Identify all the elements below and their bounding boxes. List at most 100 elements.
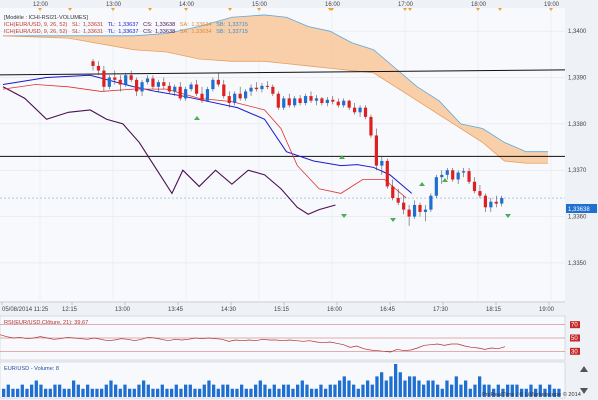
candle: [194, 79, 199, 97]
candle: [91, 58, 95, 71]
volume-bar: [478, 376, 482, 397]
scroll-up-icon[interactable]: [580, 366, 588, 372]
volume-bar: [254, 384, 258, 397]
time-marker-icon: [408, 8, 412, 11]
price-tick-label: 1,3400: [568, 29, 587, 35]
candle: [298, 95, 302, 106]
volume-bar: [202, 384, 206, 397]
candle: [336, 98, 340, 108]
volume-bar: [216, 388, 220, 397]
volume-bar: [314, 388, 318, 397]
candle: [456, 170, 460, 185]
sell-signal-icon: [341, 214, 347, 218]
price-tick-label: 1,3370: [568, 168, 587, 174]
buy-signal-icon: [419, 182, 425, 186]
volume-bar: [179, 388, 183, 397]
volume-bar: [268, 388, 272, 397]
volume-bar: [11, 388, 15, 397]
candle: [467, 167, 471, 185]
bottom-time-axis: 05/08/2014 11:25 12:15 13:00 13:45 14:30 15:1…: [1, 302, 555, 313]
volume-bar: [375, 376, 379, 397]
volume-bar: [16, 388, 20, 397]
volume-bar: [188, 384, 192, 397]
senkou-span-a-line: [3, 14, 548, 153]
legend-sb-label: SB:: [216, 22, 225, 28]
candle: [233, 91, 237, 106]
candle: [238, 86, 242, 101]
time-marker-icon: [476, 8, 480, 11]
legend-sb-value: 1,33715: [228, 22, 248, 28]
volume-bar: [286, 384, 290, 397]
current-price-tag: [566, 204, 597, 213]
candle: [173, 84, 177, 97]
rsi-level-label: 30: [571, 349, 578, 355]
volume-bar: [408, 376, 412, 397]
kijun-sen-line: [2, 74, 413, 194]
volume-bar: [450, 384, 454, 397]
volume-bar: [431, 380, 435, 397]
candle: [205, 86, 210, 102]
time-marker-icon: [184, 8, 188, 11]
signal-markers: [194, 116, 511, 222]
candle: [451, 167, 455, 182]
bottom-time-label: 14:30: [221, 307, 237, 313]
legend-title: [Modèle : ICHI-RSI21-VOLUMES]: [4, 15, 88, 21]
bottom-time-label: 16:45: [380, 307, 396, 313]
volume-bar: [132, 388, 136, 397]
volume-bar: [506, 384, 510, 397]
volume-bar: [95, 388, 99, 397]
volume-bar: [151, 388, 155, 397]
top-time-label: 19:00: [544, 2, 560, 8]
senkou-span-b-line: [2, 35, 548, 164]
bottom-time-label: 12:15: [62, 307, 78, 313]
candle: [178, 82, 182, 101]
volume-bar: [473, 384, 477, 397]
volume-bar: [44, 388, 48, 397]
volume-bar: [198, 388, 202, 397]
chikou-span-line: [2, 86, 336, 215]
volume-bar: [552, 388, 556, 397]
volume-bar: [72, 380, 76, 397]
volume-bar: [352, 384, 356, 397]
price-tick-label: 1,3350: [568, 261, 587, 267]
time-marker-icon: [148, 8, 152, 11]
volume-bar: [207, 380, 211, 397]
candle: [429, 193, 433, 212]
top-time-label: 14:00: [179, 2, 195, 8]
volume-bar: [366, 380, 370, 397]
candle: [489, 198, 493, 212]
legend-sl-value: 1,33631: [83, 22, 103, 28]
top-time-label: 18:00: [471, 2, 487, 8]
volume-bar: [510, 384, 514, 397]
candle: [244, 89, 248, 101]
volume-bar: [230, 388, 234, 397]
legend-sl-label: SL:: [72, 29, 81, 35]
volume-bar: [100, 388, 104, 397]
rsi-level-label: 70: [571, 323, 578, 329]
time-marker-icon: [549, 8, 553, 11]
candle: [200, 86, 204, 104]
volume-bar: [109, 380, 113, 397]
volume-label: EUR/USD - Volume: 8: [4, 366, 59, 372]
volume-bar: [300, 380, 304, 397]
volume-bar: [34, 380, 38, 397]
candle: [331, 96, 335, 105]
candle: [500, 195, 504, 207]
scroll-down-icon[interactable]: [580, 388, 588, 394]
candle: [374, 128, 378, 171]
buy-signal-icon: [339, 155, 345, 159]
volume-bar: [296, 384, 300, 397]
volume-bar: [534, 388, 538, 397]
volume-bar: [282, 384, 286, 397]
candle: [342, 98, 346, 108]
candle: [260, 83, 264, 93]
legend-instrument: ICH(EUR/USD, 9, 26, 52): [4, 22, 68, 28]
legend-tl-label: TL:: [108, 22, 117, 28]
volume-bar: [324, 388, 328, 397]
volume-bar: [445, 380, 449, 397]
time-marker-icon: [498, 8, 502, 11]
candle: [380, 156, 384, 175]
volume-bar: [380, 372, 384, 397]
candle: [140, 79, 144, 97]
volume-bar: [212, 384, 216, 397]
